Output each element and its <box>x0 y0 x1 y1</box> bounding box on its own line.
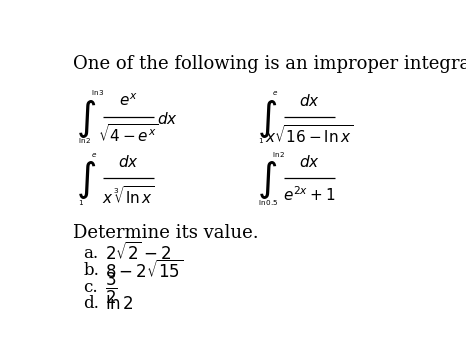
Text: $e^x$: $e^x$ <box>119 93 138 109</box>
Text: $2\sqrt{2} - 2$: $2\sqrt{2} - 2$ <box>105 242 171 264</box>
Text: $\ln 2$: $\ln 2$ <box>105 295 134 313</box>
Text: $x\,\sqrt[3]{\ln x}$: $x\,\sqrt[3]{\ln x}$ <box>103 185 155 207</box>
Text: $dx$: $dx$ <box>118 154 139 171</box>
Text: Determine its value.: Determine its value. <box>73 224 258 242</box>
Text: d.: d. <box>83 295 99 312</box>
Text: $\int$: $\int$ <box>76 98 96 140</box>
Text: $e^{2x}+1$: $e^{2x}+1$ <box>283 185 336 204</box>
Text: $^e$: $^e$ <box>91 153 98 162</box>
Text: b.: b. <box>83 262 99 279</box>
Text: $dx$: $dx$ <box>157 111 178 127</box>
Text: $^e$: $^e$ <box>272 92 278 101</box>
Text: $_{\ln 0.5}$: $_{\ln 0.5}$ <box>258 198 279 208</box>
Text: $\sqrt{4-e^x}$: $\sqrt{4-e^x}$ <box>98 124 159 145</box>
Text: $_1$: $_1$ <box>258 137 264 146</box>
Text: $\int$: $\int$ <box>76 159 96 201</box>
Text: $\dfrac{3}{2}$: $\dfrac{3}{2}$ <box>105 270 118 306</box>
Text: $^{\ln 3}$: $^{\ln 3}$ <box>91 92 105 101</box>
Text: $_1$: $_1$ <box>78 198 84 208</box>
Text: a.: a. <box>83 245 99 262</box>
Text: c.: c. <box>83 280 98 297</box>
Text: $dx$: $dx$ <box>299 93 320 109</box>
Text: $_{\ln 2}$: $_{\ln 2}$ <box>78 137 91 146</box>
Text: $\int$: $\int$ <box>257 98 277 140</box>
Text: $^{\ln 2}$: $^{\ln 2}$ <box>272 153 286 162</box>
Text: $\int$: $\int$ <box>257 159 277 201</box>
Text: $x\sqrt{16-\ln x}$: $x\sqrt{16-\ln x}$ <box>265 124 353 146</box>
Text: $dx$: $dx$ <box>299 154 320 171</box>
Text: One of the following is an improper integral.: One of the following is an improper inte… <box>73 55 466 73</box>
Text: $8 - 2\sqrt{15}$: $8 - 2\sqrt{15}$ <box>105 260 184 282</box>
